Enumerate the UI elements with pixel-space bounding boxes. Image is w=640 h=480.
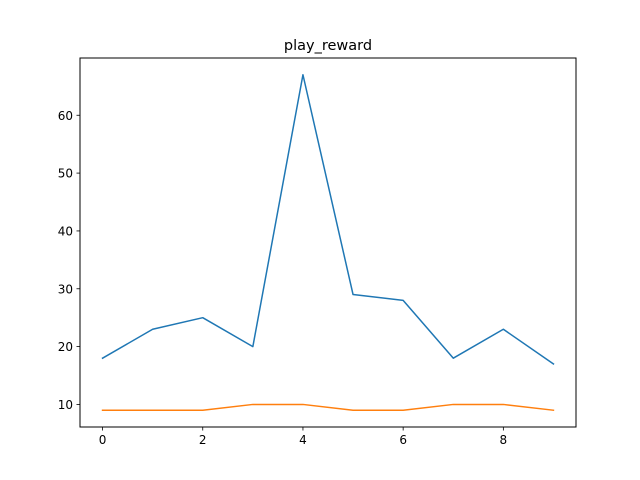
x-tick-label: 8 — [500, 433, 508, 447]
x-tick-label: 0 — [99, 433, 107, 447]
x-tick-label: 4 — [299, 433, 307, 447]
series-line-2 — [101, 403, 555, 412]
y-tick-label: 50 — [58, 167, 73, 181]
x-tick-label: 6 — [399, 433, 407, 447]
y-axis: 10 20 30 40 50 60 — [58, 109, 80, 412]
y-tick-label: 60 — [58, 109, 73, 123]
y-tick-label: 40 — [58, 224, 73, 238]
y-tick-label: 10 — [58, 398, 73, 412]
y-tick-label: 30 — [58, 282, 73, 296]
series-line-1 — [101, 74, 555, 366]
x-tick-label: 2 — [199, 433, 207, 447]
chart-title: play_reward — [284, 38, 372, 54]
series-layer — [101, 74, 555, 412]
y-tick-label: 20 — [58, 340, 73, 354]
x-axis: 0 2 4 6 8 — [99, 427, 507, 447]
plot-frame — [79, 57, 577, 428]
